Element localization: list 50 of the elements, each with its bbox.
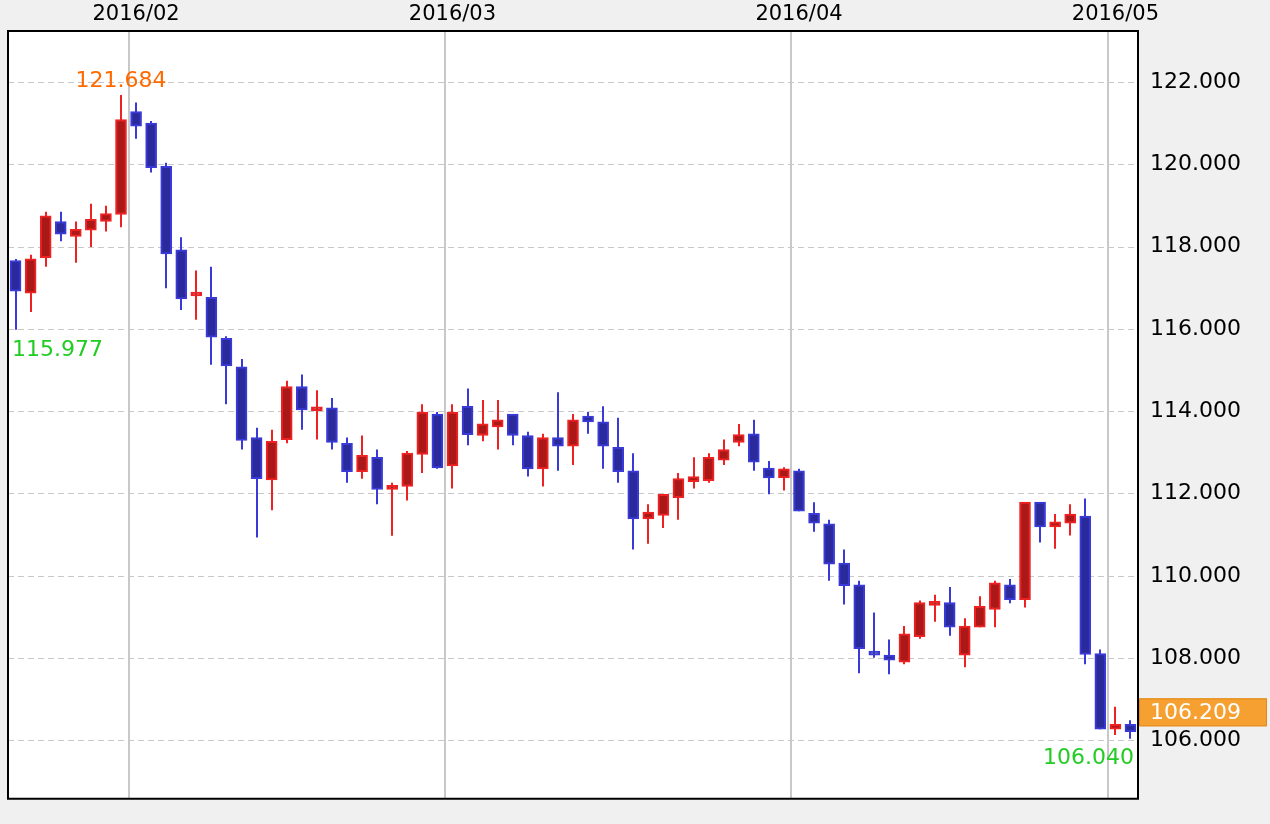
candlestick — [943, 585, 956, 637]
annotation: 121.684 — [75, 66, 167, 92]
y-tick-label: 122.000 — [1150, 67, 1241, 93]
candlestick — [506, 413, 519, 447]
y-tick-label: 116.000 — [1150, 314, 1241, 340]
candlestick — [1124, 719, 1137, 740]
candlestick — [672, 471, 685, 521]
candlestick — [567, 413, 579, 467]
y-tick-label: 108.000 — [1150, 643, 1241, 669]
candlestick — [54, 210, 67, 243]
candlestick — [311, 389, 323, 441]
annotation: 106.040 — [1043, 744, 1135, 770]
candlestick — [868, 611, 881, 659]
candlestick — [597, 405, 609, 470]
candlestick — [1034, 501, 1046, 544]
candlestick — [763, 459, 775, 496]
candlestick — [1064, 503, 1077, 537]
annotation: 115.977 — [12, 335, 103, 361]
candlestick — [356, 434, 368, 480]
x-tick-label: 2016/03 — [408, 0, 497, 25]
x-tick-label: 2016/05 — [1071, 0, 1160, 25]
candlestick — [100, 204, 112, 233]
candlestick — [973, 595, 986, 629]
candlestick — [808, 501, 820, 533]
candlestick — [85, 202, 97, 249]
candlestick — [295, 373, 308, 431]
candlestick — [702, 452, 715, 484]
candlestick — [552, 391, 564, 472]
y-tick-label: 110.000 — [1150, 561, 1241, 587]
candlestick — [778, 466, 790, 492]
candlestick — [657, 493, 670, 530]
candlestick — [838, 548, 851, 606]
candlestick — [386, 481, 399, 537]
candlestick — [687, 456, 700, 490]
candlestick — [732, 422, 745, 448]
y-tick-label: 106.000 — [1150, 726, 1241, 752]
y-tick-label: 118.000 — [1150, 232, 1241, 258]
candlestick — [130, 101, 142, 140]
candlestick — [1004, 578, 1016, 605]
y-tick-label: 114.000 — [1150, 396, 1241, 422]
x-tick-label: 2016/04 — [755, 0, 843, 25]
y-tick-label: 120.000 — [1150, 150, 1241, 176]
candlestick — [928, 593, 941, 623]
candlestick — [69, 220, 82, 264]
candlestick — [1109, 705, 1122, 737]
x-tick-label: 2016/02 — [92, 0, 180, 25]
y-tick-label: 112.000 — [1150, 479, 1241, 505]
candlestick — [989, 579, 1001, 629]
candlestick — [612, 416, 625, 484]
text: 106.209 — [1150, 699, 1241, 725]
